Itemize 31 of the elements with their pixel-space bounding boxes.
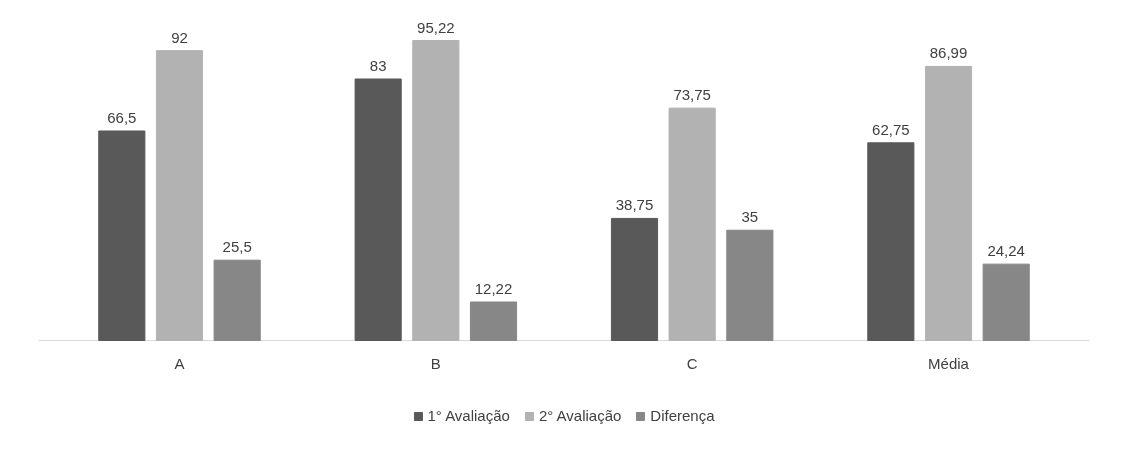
bar: [98, 130, 146, 341]
bar: [726, 229, 774, 341]
data-label: 92: [171, 28, 188, 46]
data-label: 83: [369, 57, 387, 74]
bar: [668, 107, 716, 341]
bar: [924, 65, 973, 341]
bar: [610, 217, 659, 341]
data-label: 66,5: [107, 108, 137, 126]
x-tick-label: B: [430, 354, 441, 372]
bar: [469, 301, 518, 341]
data-label: 38,75: [615, 196, 654, 214]
bar: [867, 142, 915, 341]
x-tick-label: Média: [928, 354, 970, 372]
data-label: 86,99: [929, 44, 968, 62]
legend-label: Diferença: [650, 407, 715, 424]
data-label: 73,75: [673, 86, 711, 104]
data-label: 25,5: [222, 238, 252, 256]
legend-label: 1° Avaliação: [427, 407, 510, 424]
data-label: 24,24: [987, 242, 1025, 260]
legend-label: 2° Avaliação: [538, 407, 622, 424]
bar: [982, 263, 1030, 341]
x-tick-label: C: [686, 354, 698, 372]
bar: [354, 78, 402, 341]
x-tick-label: A: [174, 354, 185, 372]
bar: [213, 259, 261, 341]
bar: [155, 50, 204, 341]
data-label: 35: [741, 208, 759, 226]
data-label: 62,75: [872, 120, 910, 138]
data-label: 12,22: [474, 280, 513, 297]
bar: [412, 40, 460, 341]
data-label: 95,22: [417, 18, 455, 36]
